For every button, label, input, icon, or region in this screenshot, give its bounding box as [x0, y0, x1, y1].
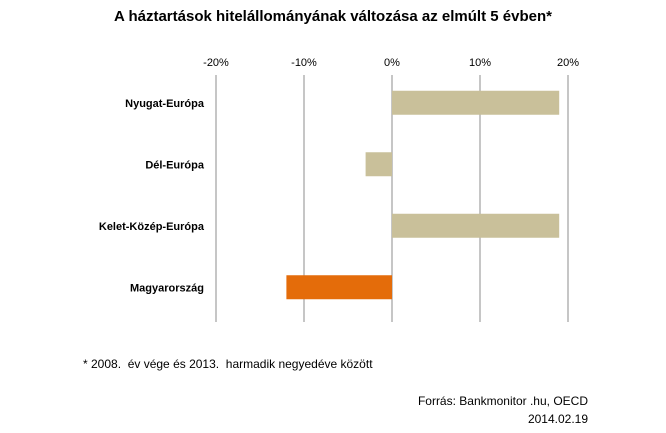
x-tick-label: 10% — [469, 57, 491, 69]
category-labels: Nyugat-Európa Dél-Európa Kelet-Közép-Európ… — [99, 98, 205, 295]
category-label: Dél-Európa — [145, 159, 205, 171]
x-tick-label: 0% — [384, 57, 400, 69]
x-tick-label: 20% — [557, 57, 579, 69]
x-tick-labels: -20% -10% 0% 10% 20% — [203, 57, 579, 69]
x-tick-label: -20% — [203, 57, 229, 69]
x-tick-label: -10% — [291, 57, 317, 69]
category-label: Nyugat-Európa — [125, 98, 205, 110]
bar — [286, 275, 392, 300]
bar — [392, 90, 560, 115]
date-stamp: 2014.02.19 — [527, 412, 588, 426]
source-note: Forrás: Bankmonitor .hu, OECD — [417, 394, 588, 408]
bar — [365, 152, 392, 177]
bars — [286, 90, 560, 300]
category-label: Magyarország — [130, 282, 204, 294]
chart-title: A háztartások hitelállományának változás… — [114, 8, 552, 25]
bar — [392, 213, 560, 238]
footnote: * 2008. év vége és 2013. harmadik negyed… — [83, 357, 373, 371]
category-label: Kelet-Közép-Európa — [99, 221, 205, 233]
